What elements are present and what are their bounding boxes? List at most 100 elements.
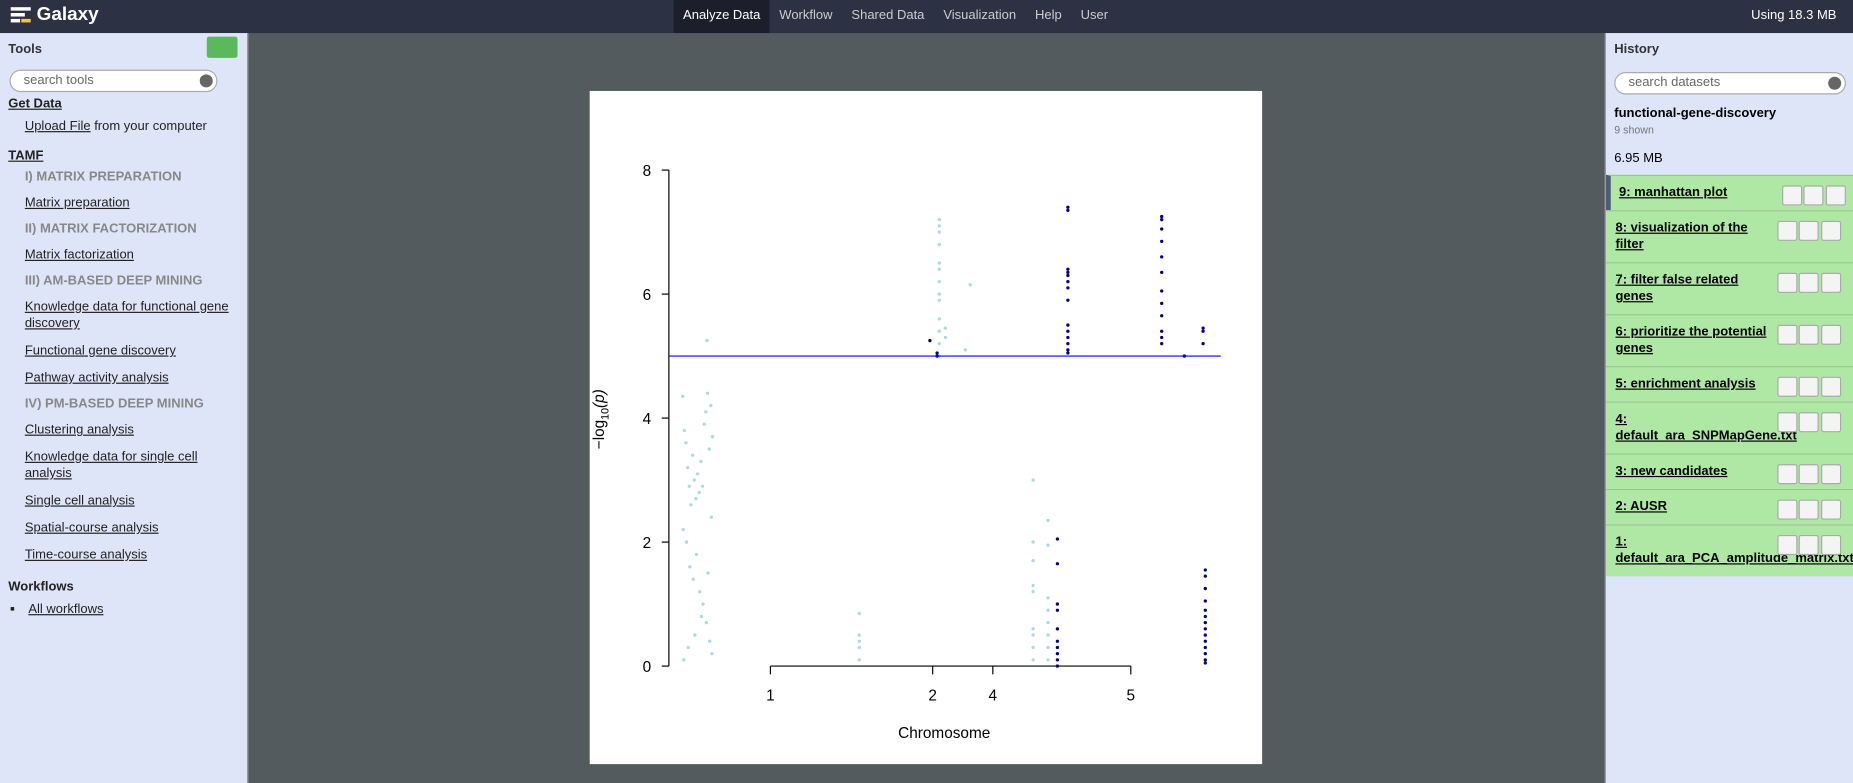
point [1066,270,1070,275]
tool-link[interactable]: Matrix preparation [24,196,130,211]
icon-button[interactable] [1777,499,1798,520]
dataset-title[interactable]: 7: filter false related genes [1615,272,1739,304]
icon-button[interactable] [1782,185,1803,206]
point [1066,205,1070,209]
tool-link[interactable]: Upload File [24,119,91,134]
y-label-part: −log [591,420,608,449]
section-title[interactable]: TAMF [8,148,44,163]
point [1031,559,1035,563]
point [709,404,713,408]
icon-button[interactable] [1821,499,1842,520]
y-tick-label: 4 [643,411,652,428]
icon-button[interactable] [1798,464,1819,485]
icon-button[interactable] [1825,185,1846,206]
point [1066,273,1070,278]
icon-button[interactable] [1777,376,1798,397]
dataset-title[interactable]: 3: new candidates [1615,464,1728,479]
point [1066,351,1070,355]
dataset-title[interactable]: 4: default_ara_SNPMapGene.txt [1615,412,1797,443]
point [937,224,941,228]
icon-button[interactable] [1777,412,1798,433]
icon-button[interactable] [1798,272,1819,293]
tool-link[interactable]: Time-course analysis [24,547,148,563]
point [1203,645,1207,650]
icon-button[interactable] [1777,464,1798,485]
tool-link[interactable]: Spatial-course analysis [24,520,159,535]
menu-item[interactable]: Shared Data [851,8,925,23]
point [1160,335,1164,340]
tool-link[interactable]: Functional gene discovery [24,343,176,358]
point [937,230,941,234]
navbar: Galaxy Analyze Data Workflow Shared Data Vi… [0,0,1853,34]
dataset-title[interactable]: 8: visualization of the filter [1615,220,1748,252]
tool-link[interactable]: Matrix factorization [24,248,134,263]
point [708,639,712,643]
point [1203,627,1207,631]
point [692,478,696,482]
icon-button[interactable] [1798,534,1819,556]
point [1046,543,1050,547]
tool-link[interactable]: Pathway activity analysis [24,370,169,386]
icon-button[interactable] [1798,324,1819,345]
dataset-title[interactable]: 2: AUSR [1615,499,1668,514]
workflow-link[interactable]: All workflows [11,601,239,618]
upload-button[interactable] [206,36,238,58]
point [699,459,703,464]
dataset-item: 9: manhattan plot [1606,174,1853,211]
icon-button[interactable] [1798,412,1819,433]
icon-button[interactable] [1777,220,1798,241]
point [1055,639,1060,643]
point [1203,599,1207,603]
group-heading: I) MATRIX PREPARATION [24,170,182,185]
tool-link[interactable]: Single cell analysis [24,493,135,508]
point [968,283,972,287]
dataset-title[interactable]: 5: enrichment analysis [1615,376,1756,391]
icon-button[interactable] [1821,412,1842,433]
point [705,391,710,395]
point [681,394,685,399]
icon-button[interactable] [1777,534,1798,556]
menu-item[interactable]: Help [1034,8,1062,23]
dataset-title[interactable]: 9: manhattan plot [1619,185,1728,200]
icon-button[interactable] [1821,272,1842,293]
point [682,658,686,662]
icon-button[interactable] [1821,464,1842,485]
tool-link[interactable]: Knowledge data for single cell analysis [24,449,198,481]
dataset-title[interactable]: 6: prioritize the potential genes [1615,324,1767,356]
tool-search[interactable]: search tools [9,69,218,93]
point [706,571,710,575]
menu-item[interactable]: Analyze Data [673,0,770,34]
tool-link[interactable]: Clustering analysis [24,422,134,437]
menu-item[interactable]: Workflow [779,8,833,23]
tool-link[interactable]: Knowledge data for functional gene disco… [24,299,229,331]
point [1160,255,1164,259]
icon-button[interactable] [1821,534,1842,556]
menu-item[interactable]: User [1080,8,1109,23]
point [1046,518,1050,523]
point [1066,329,1070,333]
point [937,292,941,296]
point [1066,335,1070,340]
section-title[interactable]: Get Data [8,96,62,112]
menu-item[interactable]: Visualization [943,8,1017,23]
icon-button[interactable] [1821,324,1842,345]
icon-button[interactable] [1821,220,1842,241]
brand[interactable]: Galaxy [36,4,99,25]
icon-button[interactable] [1803,185,1824,206]
icon-button[interactable] [1821,376,1842,397]
icon-button[interactable] [1798,499,1819,520]
point [937,298,941,302]
icon-button[interactable] [1798,220,1819,241]
point [1031,590,1035,594]
icon-button[interactable] [1798,376,1819,397]
point [701,602,705,606]
point [709,515,714,519]
point [1066,342,1070,346]
icon-button[interactable] [1777,324,1798,345]
history-search[interactable]: search datasets [1614,72,1846,95]
dataset-item: 5: enrichment analysis [1606,366,1853,402]
point [1031,627,1035,631]
point [1066,323,1070,327]
point [698,590,702,594]
icon-button[interactable] [1777,272,1798,293]
